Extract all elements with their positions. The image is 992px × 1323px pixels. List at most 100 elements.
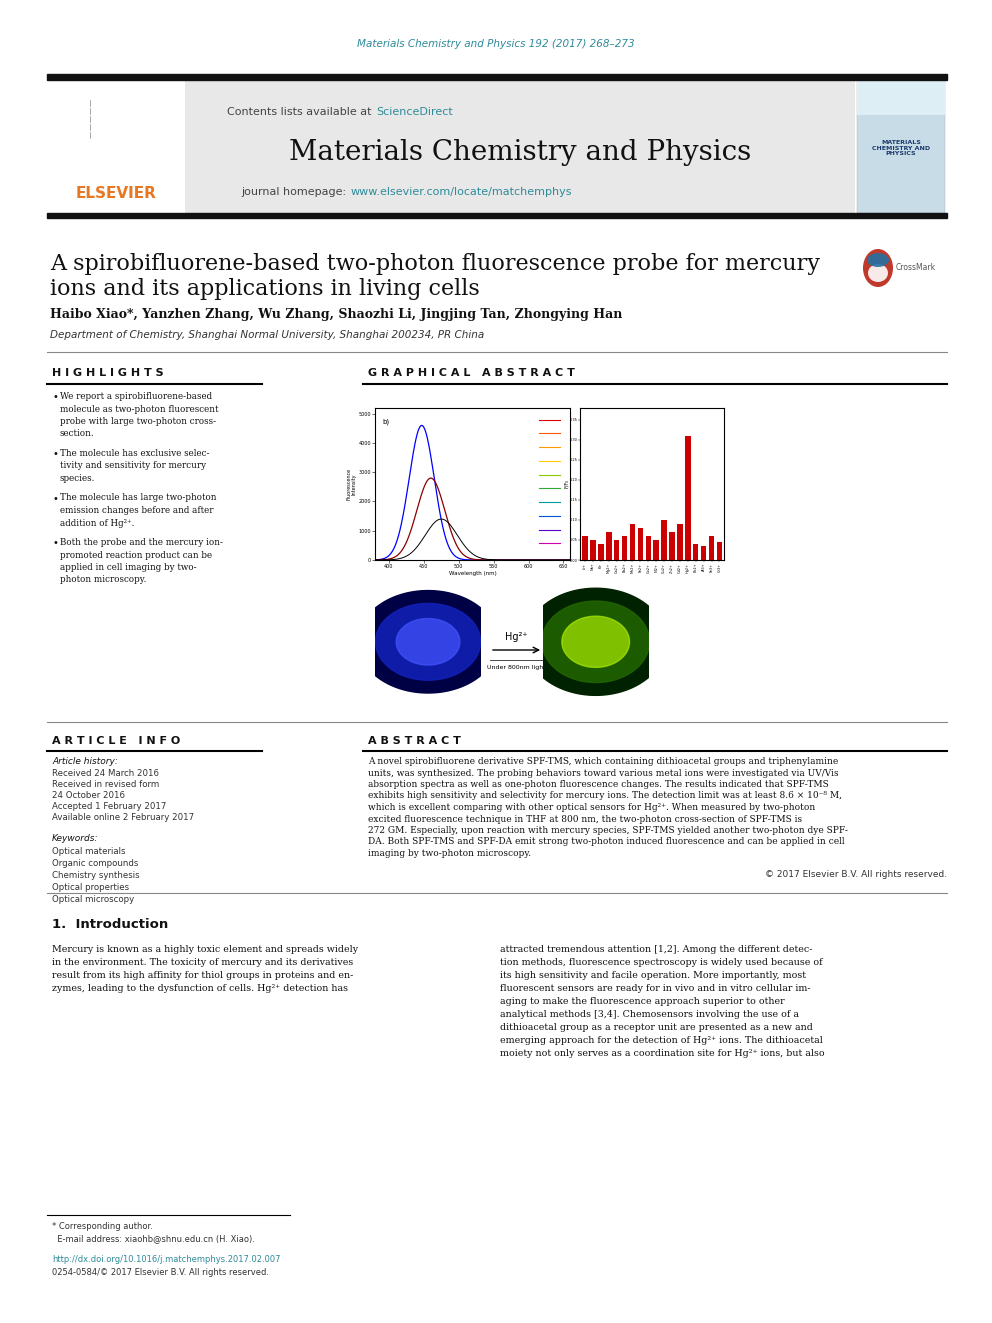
Text: Organic compounds: Organic compounds bbox=[52, 859, 138, 868]
Text: 272 GM. Especially, upon reaction with mercury species, SPF-TMS yielded another : 272 GM. Especially, upon reaction with m… bbox=[368, 826, 848, 835]
Text: emission changes before and after: emission changes before and after bbox=[60, 505, 213, 515]
Polygon shape bbox=[525, 589, 667, 696]
Text: © 2017 Elsevier B.V. All rights reserved.: © 2017 Elsevier B.V. All rights reserved… bbox=[765, 871, 947, 878]
Text: result from its high affinity for thiol groups in proteins and en-: result from its high affinity for thiol … bbox=[52, 971, 353, 980]
Text: 1.  Introduction: 1. Introduction bbox=[52, 918, 169, 931]
Text: dithioacetal group as a receptor unit are presented as a new and: dithioacetal group as a receptor unit ar… bbox=[500, 1023, 812, 1032]
Bar bbox=[678, 524, 682, 560]
Text: promoted reaction product can be: promoted reaction product can be bbox=[60, 550, 212, 560]
Bar bbox=[716, 542, 722, 560]
Text: G R A P H I C A L   A B S T R A C T: G R A P H I C A L A B S T R A C T bbox=[368, 368, 575, 378]
Text: www.elsevier.com/locate/matchemphys: www.elsevier.com/locate/matchemphys bbox=[351, 187, 572, 197]
Text: The molecule has large two-photon: The molecule has large two-photon bbox=[60, 493, 216, 503]
Y-axis label: Fluorescence
Intensity: Fluorescence Intensity bbox=[346, 468, 357, 500]
Text: Haibo Xiao*, Yanzhen Zhang, Wu Zhang, Shaozhi Li, Jingjing Tan, Zhongying Han: Haibo Xiao*, Yanzhen Zhang, Wu Zhang, Sh… bbox=[50, 308, 622, 321]
Bar bbox=[47, 79, 184, 213]
Polygon shape bbox=[358, 590, 498, 693]
Text: journal homepage:: journal homepage: bbox=[241, 187, 350, 197]
Text: We report a spirobifluorene-based: We report a spirobifluorene-based bbox=[60, 392, 212, 401]
Text: The molecule has exclusive selec-: The molecule has exclusive selec- bbox=[60, 448, 209, 458]
Text: Hg²⁺: Hg²⁺ bbox=[505, 632, 528, 642]
Bar bbox=[857, 79, 945, 115]
Text: Department of Chemistry, Shanghai Normal University, Shanghai 200234, PR China: Department of Chemistry, Shanghai Normal… bbox=[50, 329, 484, 340]
Text: applied in cell imaging by two-: applied in cell imaging by two- bbox=[60, 564, 196, 572]
Text: •: • bbox=[52, 493, 58, 504]
Text: attracted tremendous attention [1,2]. Among the different detec-: attracted tremendous attention [1,2]. Am… bbox=[500, 945, 812, 954]
Text: A spirobifluorene-based two-photon fluorescence probe for mercury: A spirobifluorene-based two-photon fluor… bbox=[50, 253, 820, 275]
Text: Available online 2 February 2017: Available online 2 February 2017 bbox=[52, 814, 194, 822]
Bar bbox=[582, 536, 588, 560]
Text: section.: section. bbox=[60, 430, 94, 438]
Text: which is excellent comparing with other optical sensors for Hg²⁺. When measured : which is excellent comparing with other … bbox=[368, 803, 815, 812]
Text: tivity and sensitivity for mercury: tivity and sensitivity for mercury bbox=[60, 462, 206, 471]
Text: Received in revised form: Received in revised form bbox=[52, 781, 160, 789]
Bar bbox=[685, 435, 690, 560]
Bar bbox=[670, 532, 675, 560]
Bar bbox=[606, 532, 611, 560]
Text: DA. Both SPF-TMS and SPF-DA emit strong two-photon induced fluorescence and can : DA. Both SPF-TMS and SPF-DA emit strong … bbox=[368, 837, 844, 847]
Text: units, was synthesized. The probing behaviors toward various metal ions were inv: units, was synthesized. The probing beha… bbox=[368, 769, 838, 778]
Ellipse shape bbox=[867, 253, 889, 267]
Text: Received 24 March 2016: Received 24 March 2016 bbox=[52, 769, 159, 778]
Text: ions and its applications in living cells: ions and its applications in living cell… bbox=[50, 278, 480, 300]
Bar bbox=[662, 520, 667, 560]
Text: its high sensitivity and facile operation. More importantly, most: its high sensitivity and facile operatio… bbox=[500, 971, 806, 980]
Text: addition of Hg²⁺.: addition of Hg²⁺. bbox=[60, 519, 134, 528]
Text: A novel spirobifluorene derivative SPF-TMS, which containing dithioacetal groups: A novel spirobifluorene derivative SPF-T… bbox=[368, 757, 838, 766]
Bar bbox=[654, 540, 659, 560]
Bar bbox=[693, 544, 698, 560]
Text: MATERIALS
CHEMISTRY AND
PHYSICS: MATERIALS CHEMISTRY AND PHYSICS bbox=[872, 140, 930, 156]
Bar bbox=[47, 74, 947, 79]
Text: •: • bbox=[52, 392, 58, 402]
Text: molecule as two-photon fluorescent: molecule as two-photon fluorescent bbox=[60, 405, 218, 414]
Polygon shape bbox=[542, 601, 650, 683]
Text: fluorescent sensors are ready for in vivo and in vitro cellular im-: fluorescent sensors are ready for in viv… bbox=[500, 984, 810, 994]
Bar bbox=[708, 536, 714, 560]
Text: moiety not only serves as a coordination site for Hg²⁺ ions, but also: moiety not only serves as a coordination… bbox=[500, 1049, 824, 1058]
X-axis label: Wavelength (nm): Wavelength (nm) bbox=[448, 570, 497, 576]
Text: •: • bbox=[52, 448, 58, 459]
Text: Both the probe and the mercury ion-: Both the probe and the mercury ion- bbox=[60, 538, 223, 546]
Text: Optical materials: Optical materials bbox=[52, 847, 126, 856]
Text: CrossMark: CrossMark bbox=[896, 263, 936, 273]
Ellipse shape bbox=[863, 249, 893, 287]
Text: Materials Chemistry and Physics: Materials Chemistry and Physics bbox=[289, 139, 751, 165]
Bar bbox=[590, 540, 596, 560]
Text: imaging by two-photon microscopy.: imaging by two-photon microscopy. bbox=[368, 849, 531, 859]
Text: H I G H L I G H T S: H I G H L I G H T S bbox=[52, 368, 164, 378]
Text: Accepted 1 February 2017: Accepted 1 February 2017 bbox=[52, 802, 167, 811]
Bar bbox=[646, 536, 651, 560]
Text: Mercury is known as a highly toxic element and spreads widely: Mercury is known as a highly toxic eleme… bbox=[52, 945, 358, 954]
Text: Optical properties: Optical properties bbox=[52, 882, 129, 892]
Text: Materials Chemistry and Physics 192 (2017) 268–273: Materials Chemistry and Physics 192 (201… bbox=[357, 38, 635, 49]
Bar bbox=[700, 546, 706, 560]
Polygon shape bbox=[396, 619, 460, 665]
Text: absorption spectra as well as one-photon fluorescence changes. The results indic: absorption spectra as well as one-photon… bbox=[368, 781, 828, 789]
Text: zymes, leading to the dysfunction of cells. Hg²⁺ detection has: zymes, leading to the dysfunction of cel… bbox=[52, 984, 348, 994]
Bar bbox=[630, 524, 635, 560]
Bar bbox=[614, 540, 619, 560]
Y-axis label: F/F₀: F/F₀ bbox=[564, 479, 569, 488]
Text: aging to make the fluorescence approach superior to other: aging to make the fluorescence approach … bbox=[500, 998, 785, 1005]
Text: Keywords:: Keywords: bbox=[52, 833, 98, 843]
Text: Article history:: Article history: bbox=[52, 757, 118, 766]
Bar bbox=[598, 544, 604, 560]
Text: 0254-0584/© 2017 Elsevier B.V. All rights reserved.: 0254-0584/© 2017 Elsevier B.V. All right… bbox=[52, 1267, 269, 1277]
Bar bbox=[857, 79, 945, 213]
Polygon shape bbox=[376, 603, 480, 680]
Text: A B S T R A C T: A B S T R A C T bbox=[368, 736, 461, 746]
Polygon shape bbox=[561, 617, 630, 667]
Bar bbox=[638, 528, 643, 560]
Text: E-mail address: xiaohb@shnu.edu.cn (H. Xiao).: E-mail address: xiaohb@shnu.edu.cn (H. X… bbox=[52, 1234, 255, 1244]
Text: •: • bbox=[52, 538, 58, 548]
Text: A R T I C L E   I N F O: A R T I C L E I N F O bbox=[52, 736, 181, 746]
Bar bbox=[185, 79, 855, 213]
Text: ELSEVIER: ELSEVIER bbox=[75, 187, 157, 201]
Text: in the environment. The toxicity of mercury and its derivatives: in the environment. The toxicity of merc… bbox=[52, 958, 353, 967]
Text: b): b) bbox=[383, 418, 390, 425]
Text: tion methods, fluorescence spectroscopy is widely used because of: tion methods, fluorescence spectroscopy … bbox=[500, 958, 822, 967]
Text: Chemistry synthesis: Chemistry synthesis bbox=[52, 871, 140, 880]
Text: emerging approach for the detection of Hg²⁺ ions. The dithioacetal: emerging approach for the detection of H… bbox=[500, 1036, 823, 1045]
Text: http://dx.doi.org/10.1016/j.matchemphys.2017.02.007: http://dx.doi.org/10.1016/j.matchemphys.… bbox=[52, 1256, 281, 1263]
Bar bbox=[622, 536, 627, 560]
